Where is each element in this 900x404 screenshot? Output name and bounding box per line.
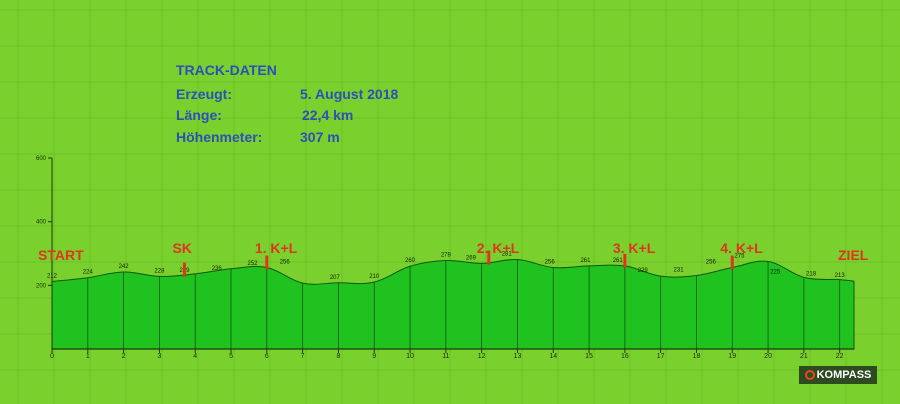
elevation-label: 269 bbox=[466, 255, 477, 261]
elevation-label: 212 bbox=[47, 274, 58, 280]
x-tick-label: 14 bbox=[549, 353, 557, 360]
y-tick-label: 600 bbox=[36, 156, 47, 162]
marker-label: ZIEL bbox=[838, 247, 869, 263]
x-tick-label: 6 bbox=[265, 353, 269, 360]
elevation-label: 256 bbox=[545, 260, 556, 266]
elevation-label: 229 bbox=[638, 268, 649, 274]
x-tick-label: 3 bbox=[157, 353, 161, 360]
x-tick-label: 5 bbox=[229, 353, 233, 360]
x-tick-label: 18 bbox=[693, 353, 701, 360]
elevation-label: 225 bbox=[770, 269, 781, 275]
marker-tick bbox=[182, 262, 186, 277]
compass-icon bbox=[804, 370, 815, 380]
marker-label: 1. K+L bbox=[254, 240, 298, 256]
elevation-label: 256 bbox=[706, 260, 717, 266]
x-tick-label: 17 bbox=[657, 353, 665, 360]
axes: 0 1 2 3 4 5 6 7 8 9 10 11 12 13 14 15 16 17 18 19 20 21 222004… bbox=[36, 156, 854, 360]
elevation-label: 242 bbox=[119, 264, 130, 270]
elevation-label: 231 bbox=[674, 267, 685, 273]
x-tick-label: 22 bbox=[836, 353, 844, 360]
x-tick-label: 21 bbox=[800, 353, 808, 360]
length-label: Länge: bbox=[176, 107, 222, 123]
elevation-label: 281 bbox=[502, 252, 513, 258]
elevation-label: 252 bbox=[247, 261, 258, 267]
marker-label: START bbox=[38, 247, 84, 263]
elevation-label: 261 bbox=[580, 258, 591, 264]
elevation-label: 275 bbox=[734, 253, 745, 259]
x-tick-label: 13 bbox=[514, 353, 522, 360]
created-label: Erzeugt: bbox=[176, 86, 232, 102]
marker-tick bbox=[487, 250, 491, 265]
marker-label: 2. K+L bbox=[476, 240, 520, 256]
elevation-label: 218 bbox=[806, 272, 817, 278]
marker-label: 4. K+L bbox=[720, 240, 763, 256]
x-tick-label: 1 bbox=[86, 353, 90, 360]
x-tick-label: 8 bbox=[336, 353, 340, 360]
elevation-label: 224 bbox=[83, 270, 94, 276]
x-tick-label: 20 bbox=[764, 353, 772, 360]
track-data-title: TRACK-DATEN bbox=[176, 62, 277, 78]
marker-tick bbox=[623, 253, 627, 268]
y-tick-label: 200 bbox=[36, 283, 47, 289]
kompass-logo: KOMPASS bbox=[799, 366, 877, 384]
x-tick-label: 12 bbox=[478, 353, 486, 360]
elevation-label: 261 bbox=[613, 258, 624, 264]
x-tick-label: 15 bbox=[585, 353, 593, 360]
profile-area-layer bbox=[51, 258, 855, 350]
elevation-label: Höhenmeter: bbox=[176, 129, 263, 145]
marker-label: 3. K+L bbox=[612, 240, 656, 256]
elevation-label: 213 bbox=[835, 273, 846, 279]
length-value: 22,4 km bbox=[302, 107, 354, 123]
y-tick-label: 400 bbox=[36, 220, 47, 226]
elevation-label: 256 bbox=[280, 260, 291, 266]
elevation-label: 228 bbox=[154, 268, 165, 274]
x-tick-label: 16 bbox=[621, 353, 629, 360]
marker-label: SK bbox=[172, 240, 192, 256]
x-tick-label: 9 bbox=[372, 353, 376, 360]
marker-tick bbox=[265, 255, 269, 270]
marker-tick bbox=[730, 255, 734, 270]
elevation-value: 307 m bbox=[300, 129, 340, 145]
profile-area bbox=[51, 258, 855, 350]
elevation-label: 278 bbox=[441, 253, 452, 259]
x-tick-label: 4 bbox=[193, 353, 197, 360]
created-value: 5. August 2018 bbox=[300, 86, 399, 102]
elevation-label: 260 bbox=[405, 258, 416, 264]
elevation-label: 236 bbox=[212, 266, 223, 272]
brand-name: KOMPASS bbox=[816, 369, 872, 381]
elevation-label: 207 bbox=[330, 275, 341, 281]
x-tick-label: 19 bbox=[728, 353, 736, 360]
x-tick-label: 2 bbox=[122, 353, 126, 360]
marker-ticks bbox=[182, 250, 734, 277]
x-tick-label: 11 bbox=[442, 353, 449, 360]
x-tick-label: 10 bbox=[406, 353, 414, 360]
x-tick-label: 0 bbox=[50, 353, 54, 360]
elevation-label: 210 bbox=[369, 274, 380, 280]
x-tick-label: 7 bbox=[301, 353, 305, 360]
